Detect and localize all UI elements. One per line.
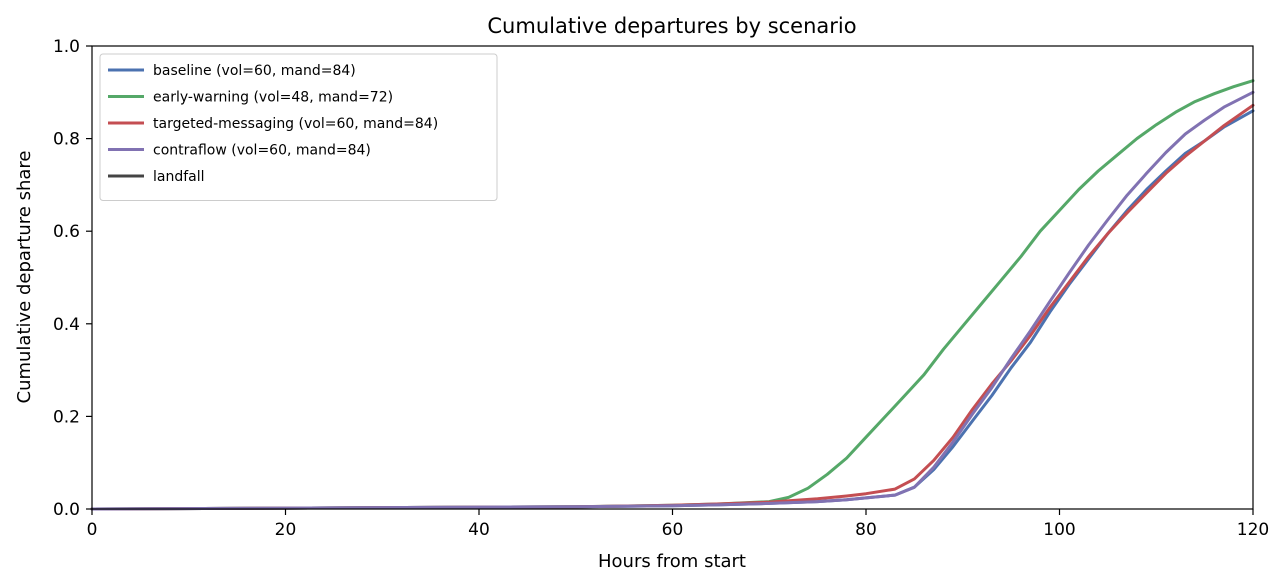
y-tick-label: 0.6 (53, 222, 80, 242)
x-axis-label: Hours from start (598, 551, 746, 572)
x-tick-label: 120 (1237, 520, 1269, 540)
y-axis-label: Cumulative departure share (14, 151, 35, 404)
legend-label: landfall (153, 169, 205, 185)
x-tick-label: 60 (662, 520, 684, 540)
x-tick-label: 100 (1043, 520, 1075, 540)
legend-box (99, 53, 498, 201)
chart-title: Cumulative departures by scenario (487, 14, 856, 38)
series-line-3 (90, 90, 1255, 511)
x-tick-label: 0 (87, 520, 98, 540)
legend-label: early-warning (vol=48, mand=72) (153, 90, 393, 106)
x-tick-label: 40 (468, 520, 490, 540)
x-tick-label: 80 (855, 520, 877, 540)
legend-label: contraflow (vol=60, mand=84) (153, 143, 371, 159)
y-tick-label: 1.0 (53, 37, 80, 57)
y-tick-label: 0.0 (53, 500, 80, 520)
plot-area: 0 20 40 60 80 100 120 0.0 0.2 0.4 0.6 0.8 1.0 (53, 37, 1269, 540)
legend-label: baseline (vol=60, mand=84) (153, 63, 356, 79)
y-tick-label: 0.8 (53, 130, 80, 150)
legend: baseline (vol=60, mand=84) early-warning … (99, 53, 498, 201)
y-tick-label: 0.4 (53, 315, 80, 335)
x-tick-label: 20 (275, 520, 297, 540)
y-tick-label: 0.2 (53, 407, 80, 427)
legend-label: targeted-messaging (vol=60, mand=84) (153, 116, 438, 132)
